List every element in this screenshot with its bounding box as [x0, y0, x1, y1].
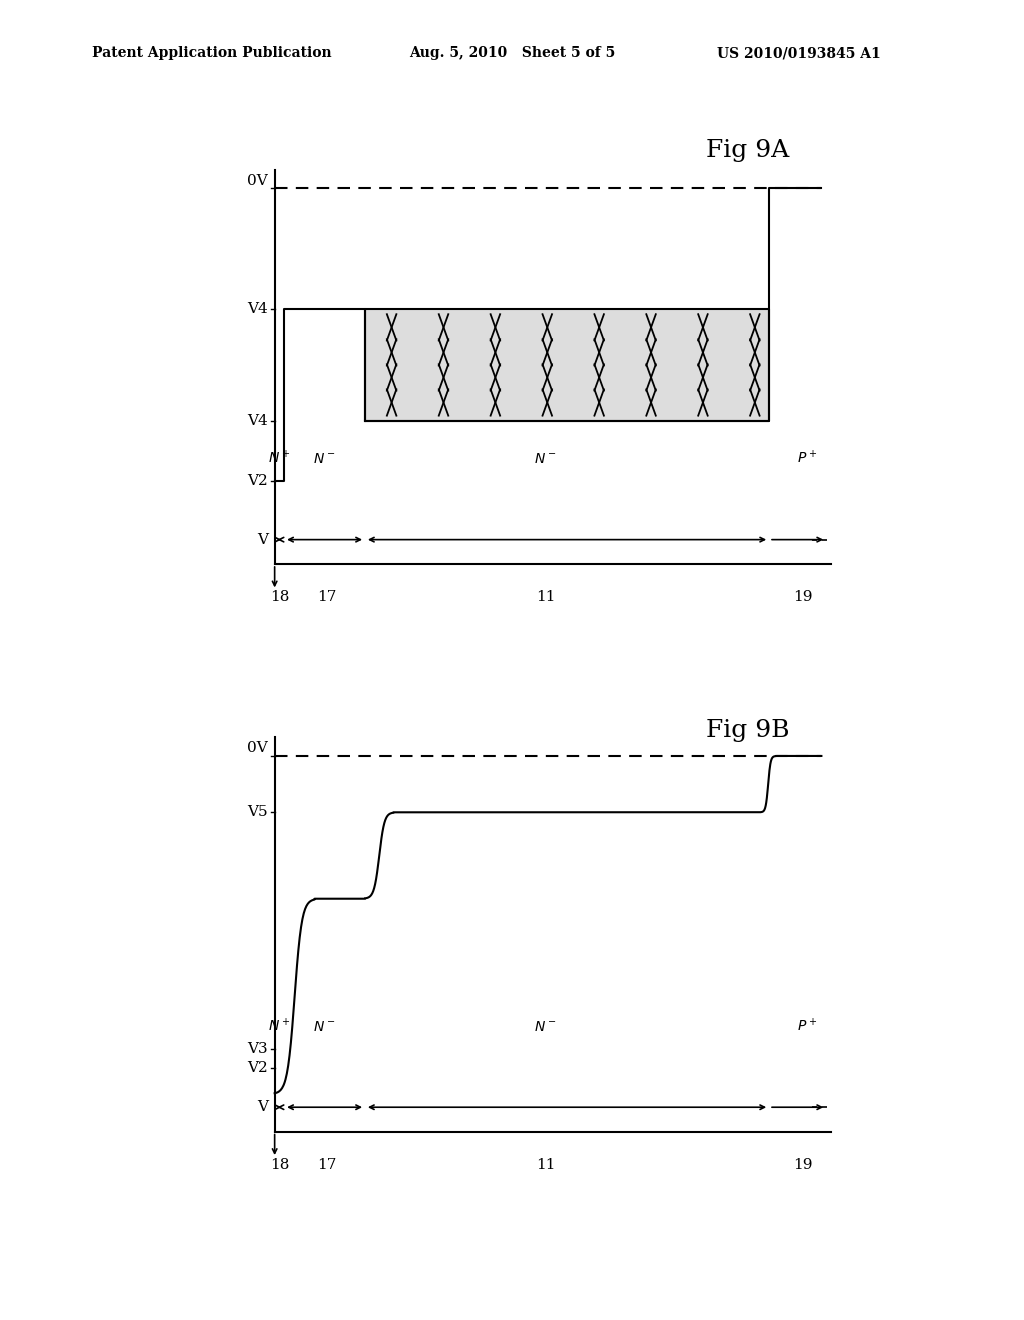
Text: $N^+$: $N^+$ — [268, 1016, 291, 1034]
Text: 0V: 0V — [247, 742, 268, 755]
Text: Aug. 5, 2010   Sheet 5 of 5: Aug. 5, 2010 Sheet 5 of 5 — [410, 46, 615, 61]
Text: Fig 9A: Fig 9A — [706, 139, 790, 161]
Text: Patent Application Publication: Patent Application Publication — [92, 46, 332, 61]
Text: $N^-$: $N^-$ — [313, 1020, 335, 1034]
Text: V: V — [257, 533, 268, 546]
Text: $N^-$: $N^-$ — [535, 1020, 557, 1034]
Text: 17: 17 — [317, 1158, 337, 1172]
Text: V: V — [257, 1101, 268, 1114]
Text: 18: 18 — [269, 1158, 289, 1172]
Text: V4: V4 — [247, 414, 268, 428]
Text: 19: 19 — [793, 590, 812, 605]
Text: V5: V5 — [248, 805, 268, 820]
Text: 11: 11 — [536, 590, 555, 605]
Text: 17: 17 — [317, 590, 337, 605]
Text: V3: V3 — [248, 1041, 268, 1056]
Text: 18: 18 — [269, 590, 289, 605]
Text: V4: V4 — [247, 301, 268, 315]
Text: $N^-$: $N^-$ — [535, 453, 557, 466]
Text: 19: 19 — [793, 1158, 812, 1172]
Text: V2: V2 — [247, 474, 268, 488]
Text: Fig 9B: Fig 9B — [706, 719, 790, 742]
Text: 0V: 0V — [247, 174, 268, 187]
Text: V2: V2 — [247, 1061, 268, 1074]
Text: US 2010/0193845 A1: US 2010/0193845 A1 — [717, 46, 881, 61]
Bar — [365, 309, 769, 421]
Text: $N^+$: $N^+$ — [268, 449, 291, 466]
Text: 11: 11 — [536, 1158, 555, 1172]
Text: $P^+$: $P^+$ — [797, 449, 817, 466]
Text: $N^-$: $N^-$ — [313, 453, 335, 466]
Text: $P^+$: $P^+$ — [797, 1016, 817, 1034]
